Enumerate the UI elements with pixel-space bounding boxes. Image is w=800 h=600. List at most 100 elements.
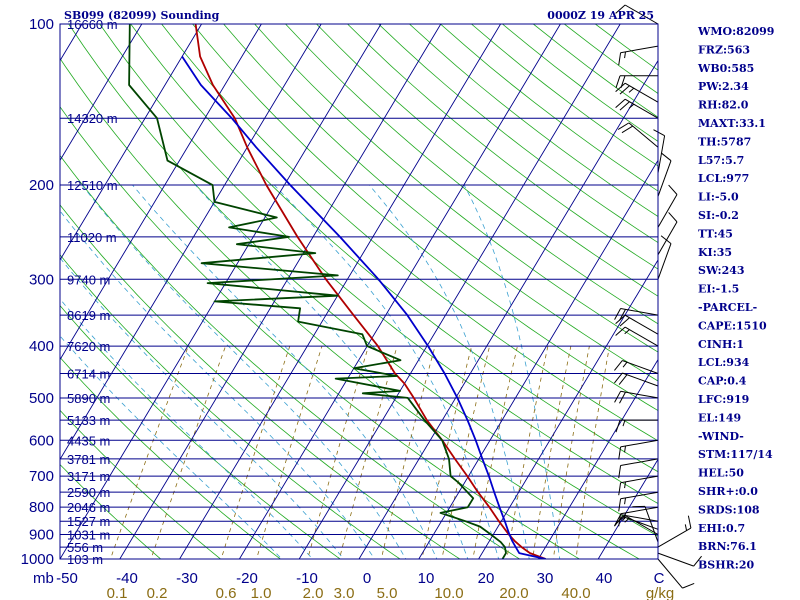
wind-barb-flag: [618, 52, 622, 66]
pressure-tick-label: 800: [29, 499, 54, 516]
mixing-ratio-line: [338, 345, 398, 559]
wind-barb-flag: [619, 317, 630, 327]
pressure-tick-label: 600: [29, 432, 54, 449]
height-label: 8619 m: [67, 308, 110, 323]
wind-barb-staff: [620, 390, 659, 399]
wind-barb-half-flag: [624, 497, 626, 505]
wind-barb-staff: [620, 308, 659, 316]
index-value: HEL:50: [698, 467, 744, 480]
wind-barb-flag: [614, 308, 622, 320]
wind-barb-staff: [622, 372, 659, 387]
dry-adiabat-line: [347, 24, 658, 270]
wind-barb: [657, 152, 672, 197]
mixing-ratio-line: [380, 345, 436, 559]
wind-barb: [615, 82, 659, 103]
wind-barb-flag: [617, 122, 630, 130]
wind-barb-flag: [668, 212, 678, 223]
pressure-tick-label: 700: [29, 468, 54, 485]
wind-barb-flag: [621, 125, 633, 134]
index-value: LCL:934: [698, 356, 750, 369]
wind-barb-staff: [620, 491, 659, 500]
wind-barb: [615, 419, 658, 433]
pressure-unit-label: mb: [33, 570, 54, 587]
dry-adiabat-line: [60, 204, 461, 559]
wind-barb: [657, 235, 672, 280]
wind-barb-flag: [660, 235, 672, 244]
dry-adiabat-line: [60, 304, 341, 559]
wind-barb: [618, 506, 659, 527]
temperature-tick-label: -30: [176, 570, 198, 587]
dry-adiabat-line: [316, 24, 658, 297]
mixing-ratio-tick-label: 10.0: [434, 585, 463, 600]
index-value: MAXT:33.1: [698, 117, 766, 130]
index-value: EHI:0.7: [698, 522, 745, 535]
wind-barb-half-flag: [622, 361, 628, 368]
moist-adiabat-line: [60, 210, 376, 559]
wind-barb-flag: [668, 184, 678, 195]
wind-barb: [657, 552, 702, 567]
wind-barb: [618, 475, 659, 496]
pressure-tick-label: 500: [29, 390, 54, 407]
wind-barb-staff: [657, 194, 678, 228]
height-label: 12510 m: [67, 178, 118, 193]
wind-barb: [618, 45, 659, 66]
dry-adiabat-line: [161, 24, 658, 442]
mixing-ratio-line: [506, 346, 549, 559]
isotherm-line: [179, 24, 501, 559]
wind-barb-flag: [615, 75, 621, 88]
pressure-tick-label: 400: [29, 338, 54, 355]
height-label: 5890 m: [67, 391, 110, 406]
index-value: SHR+:0.0: [698, 485, 758, 498]
moist-adiabat-line: [132, 184, 438, 559]
wind-barb-flag: [687, 515, 692, 529]
dry-adiabat-line: [223, 24, 658, 382]
index-value: PW:2.34: [698, 80, 749, 93]
index-value: SW:243: [698, 264, 745, 277]
mixing-ratio-tick-label: 0.6: [216, 585, 237, 600]
wind-barb: [657, 184, 678, 228]
index-value: BRN:76.1: [698, 540, 757, 553]
wind-barb-staff: [657, 135, 666, 174]
temperature-tick-label: -40: [116, 570, 138, 587]
wind-barb-flag: [618, 513, 622, 527]
mixing-ratio-line: [441, 346, 490, 559]
mixing-ratio-line: [109, 345, 189, 559]
pressure-tick-label: 900: [29, 527, 54, 544]
pressure-tick-label: 1000: [21, 551, 54, 568]
sounding-traces: [128, 24, 546, 559]
index-value: CINH:1: [698, 338, 744, 351]
wind-barb-flag: [653, 129, 665, 137]
height-label: 1527 m: [67, 514, 110, 529]
wind-barb-half-flag: [628, 103, 635, 109]
wind-barb-staff: [657, 243, 672, 280]
mixing-ratio-line: [552, 346, 590, 559]
mixing-ratio-line: [307, 345, 369, 559]
dry-adiabat-line: [60, 356, 282, 559]
mixing-ratio-tick-label: 3.0: [334, 585, 355, 600]
temperature-tick-label: 30: [537, 570, 554, 587]
mixing-ratio-line: [150, 345, 226, 559]
height-label: 2046 m: [67, 500, 110, 515]
wind-barb-staff: [624, 515, 659, 535]
wind-barb: [617, 122, 659, 148]
moist-adiabat-line: [60, 298, 314, 559]
wind-barb-flag: [618, 498, 622, 512]
pressure-tick-label: 200: [29, 177, 54, 194]
mixing-ratio-line: [421, 346, 472, 559]
index-value: -PARCEL-: [698, 301, 757, 314]
isotherm-line: [60, 24, 143, 162]
wind-barb-staff: [624, 98, 659, 119]
index-value: L57:5.7: [698, 154, 744, 167]
wind-barb-staff: [628, 122, 659, 148]
index-value: CAP:0.4: [698, 375, 747, 388]
wind-barb-flag: [660, 152, 672, 162]
mixing-ratio-line: [256, 345, 323, 559]
wind-barb: [618, 458, 659, 479]
height-label: 7620 m: [67, 339, 110, 354]
isotherm-line: [119, 24, 442, 559]
dewpoint-trace: [128, 24, 507, 559]
wind-barb: [618, 491, 659, 512]
